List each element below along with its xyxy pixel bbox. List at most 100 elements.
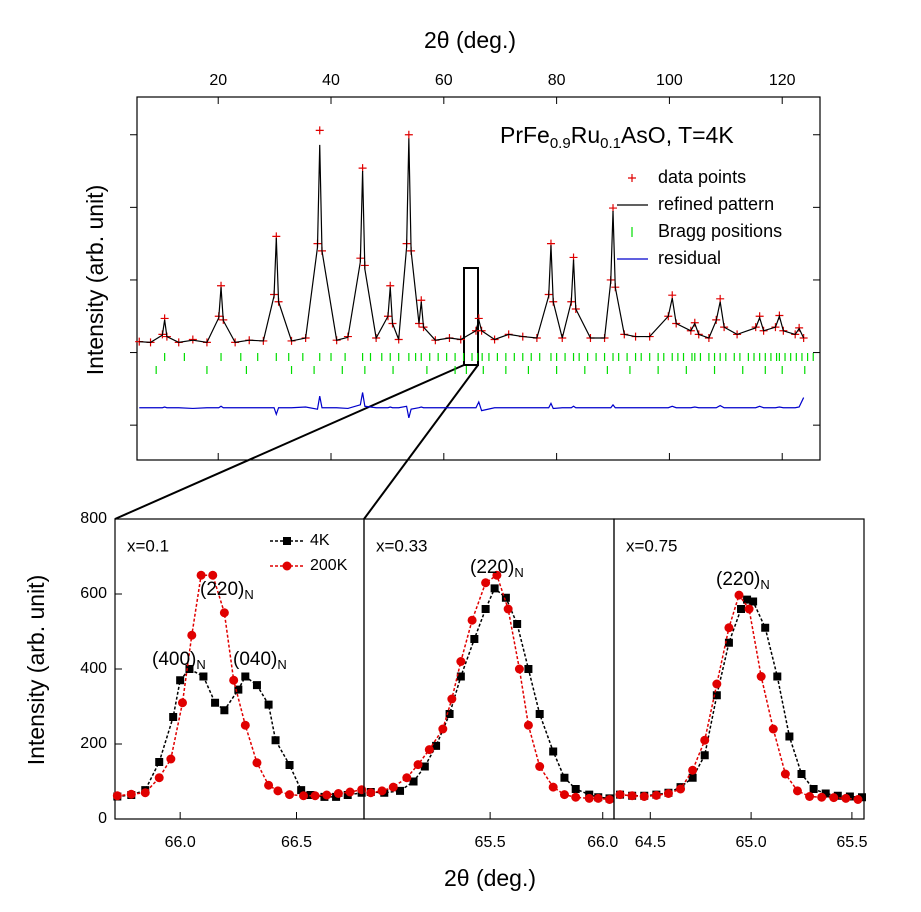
data-point [549,747,558,756]
data-point [724,623,734,633]
data-point [651,790,661,800]
legend-label: refined pattern [658,194,774,214]
data-point [548,782,558,792]
data-point [593,793,603,803]
data-point [821,789,830,798]
data-point [185,665,194,673]
x-tick-label: 65.0 [736,834,767,851]
data-point [756,672,766,681]
legend-label: 200K [310,557,348,574]
panel-frame [613,518,865,820]
data-point [524,665,533,673]
data-point [322,790,332,800]
x-tick-label: 20 [209,72,227,89]
title-part: Ru [571,122,600,148]
legend-swatch [628,174,636,182]
title-sub: 0.9 [550,135,571,152]
data-point [535,762,545,771]
x-tick-label: 66.0 [165,834,196,851]
data-point [724,638,733,647]
top-x-label: 2θ (deg.) [424,27,516,53]
data-point [219,608,229,618]
data-point [229,675,239,685]
data-point [447,694,457,704]
y-tick-label: 600 [80,585,107,602]
data-point [456,657,466,666]
data-point [285,790,295,800]
peak-label-sub: N [514,565,523,580]
data-point [438,724,448,734]
data-point [388,782,398,792]
data-point [768,724,778,734]
data-point [166,754,176,764]
data-point [734,590,744,600]
data-point [792,786,802,796]
data-point [396,786,405,795]
data-point [126,789,136,799]
x-tick-label: 64.5 [635,834,666,851]
peak-label: (220)N [470,557,524,580]
x-tick-label: 66.5 [281,834,312,851]
zoom-line [363,364,479,520]
data-point [283,537,291,545]
data-point [535,710,544,718]
data-point [140,788,150,798]
data-point [187,630,197,640]
data-point [234,685,243,694]
data-point [523,720,533,730]
data-point [514,664,524,674]
data-point [155,758,164,766]
data-point [700,735,710,745]
data-point [604,795,614,804]
data-line [139,138,805,344]
data-point [345,787,355,797]
bottom-x-label: 2θ (deg.) [444,865,536,891]
data-point [668,291,677,300]
zoom-box [463,267,479,366]
data-point [467,615,477,625]
data-point [841,793,851,803]
data-point [273,786,283,796]
data-point [285,761,294,769]
legend-label: residual [658,248,721,268]
peak-label-sub: N [244,587,253,602]
legend-label: Bragg positions [658,221,782,241]
peak-label-sub: N [760,577,769,592]
peak-label-text: (220) [200,579,244,600]
data-point [513,620,522,628]
data-point [688,773,697,782]
data-point [424,745,434,755]
panel-label: x=0.33 [376,536,428,555]
data-line [117,574,362,797]
data-point [404,130,413,139]
data-point [571,785,580,793]
data-point [154,773,164,783]
data-point [196,570,206,580]
data-point [310,791,320,801]
data-point [481,578,491,588]
legend-label: 4K [310,532,330,549]
peak-label: (400)N [152,649,206,672]
bottom-y-label: Intensity (arb. unit) [23,575,49,765]
data-point [176,676,185,685]
data-point [663,789,673,798]
data-point [501,593,510,602]
data-point [297,786,306,795]
zoom-line [114,364,465,520]
peak-label: (220)N [716,569,770,592]
data-point [220,706,229,715]
data-point [809,785,818,793]
data-point [584,793,594,803]
data-point [853,795,863,804]
data-point [264,780,274,790]
data-point [780,769,790,779]
peak-label-sub: N [196,657,205,672]
data-point [688,765,698,775]
data-point [503,604,513,614]
data-point [559,790,569,800]
data-point [857,793,866,802]
data-point [420,762,429,771]
peak-label: (040)N [233,649,287,672]
x-tick-label: 60 [435,72,453,89]
peak-label-text: (400) [152,649,196,670]
